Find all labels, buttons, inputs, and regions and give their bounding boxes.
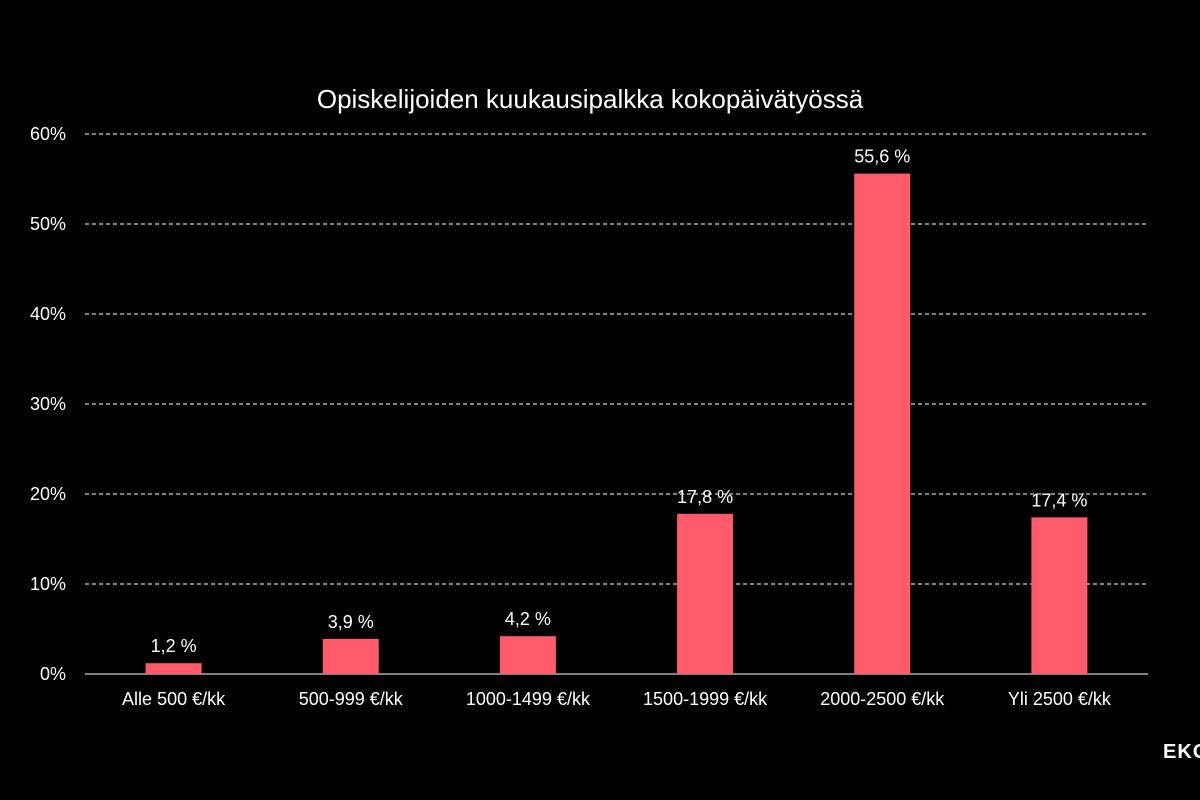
gridlines [85, 133, 1148, 675]
value-labels: 1,2 % 3,9 % 4,2 % 17,8 % 55,6 % 17,4 % [151, 147, 1088, 657]
brand-logo: EKO [1163, 741, 1200, 763]
y-tick-label: 20% [30, 484, 66, 504]
x-axis-categories: Alle 500 €/kk 500-999 €/kk 1000-1499 €/kk 1… [122, 689, 1112, 709]
x-tick-label: Alle 500 €/kk [122, 689, 226, 709]
x-tick-label: 500-999 €/kk [299, 689, 404, 709]
bar [854, 173, 911, 674]
y-tick-label: 40% [30, 304, 66, 324]
y-tick-label: 60% [30, 124, 66, 144]
data-label: 17,8 % [677, 487, 733, 507]
y-tick-label: 10% [30, 574, 66, 594]
chart-title: Opiskelijoiden kuukausipalkka kokopäivät… [317, 84, 864, 114]
x-tick-label: 2000-2500 €/kk [820, 689, 945, 709]
y-tick-label: 0% [40, 664, 66, 684]
data-label: 4,2 % [505, 609, 551, 629]
bar [677, 513, 734, 674]
x-tick-label: 1500-1999 €/kk [643, 689, 768, 709]
x-tick-label: 1000-1499 €/kk [466, 689, 591, 709]
bar [322, 638, 379, 674]
data-label: 1,2 % [151, 636, 197, 656]
y-tick-label: 30% [30, 394, 66, 414]
x-tick-label: Yli 2500 €/kk [1008, 689, 1112, 709]
y-tick-label: 50% [30, 214, 66, 234]
data-label: 17,4 % [1031, 490, 1087, 510]
data-label: 3,9 % [328, 612, 374, 632]
bars [145, 173, 1088, 674]
bar [145, 663, 202, 674]
y-axis-ticks: 0% 10% 20% 30% 40% 50% 60% [30, 124, 66, 684]
bar [1031, 517, 1088, 674]
data-label: 55,6 % [854, 147, 910, 167]
bar [499, 636, 556, 674]
